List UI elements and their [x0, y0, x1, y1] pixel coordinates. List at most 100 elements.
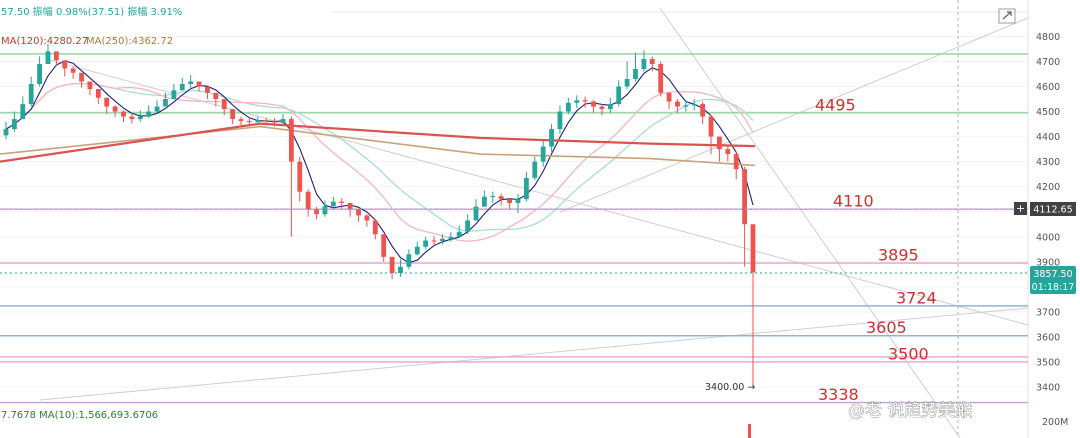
candle-body — [523, 177, 529, 200]
y-tick-label: 4200 — [1036, 182, 1060, 193]
candle-body — [414, 246, 420, 255]
expand-icon[interactable] — [998, 8, 1016, 24]
candle-body — [104, 97, 110, 107]
candle-body — [62, 60, 68, 69]
candle-body — [658, 63, 664, 93]
candle-body — [465, 220, 471, 232]
candle-body — [79, 72, 84, 82]
candle-body — [498, 196, 504, 200]
candle-body — [423, 240, 429, 247]
candle-body — [482, 196, 487, 207]
candle-body — [675, 101, 680, 107]
candle-body — [163, 99, 168, 107]
candle-body — [700, 104, 706, 117]
candle-body — [473, 206, 479, 221]
candle-body — [742, 169, 748, 225]
candle-body — [171, 90, 177, 100]
candle-body — [372, 220, 378, 235]
candle-body — [196, 81, 202, 87]
candle-body — [330, 201, 336, 207]
candle-body — [381, 234, 387, 257]
current-price-value: 3857.50 — [1033, 269, 1072, 280]
candle-body — [708, 116, 714, 137]
candle-body — [37, 63, 42, 85]
y-tick-label: 3500 — [1036, 357, 1060, 368]
candle-body — [11, 119, 17, 130]
candle-body — [255, 120, 261, 123]
candle-body — [230, 109, 236, 120]
candle-body — [490, 196, 496, 198]
ma120-line — [0, 122, 756, 163]
moving-averages — [0, 60, 756, 264]
candle-body — [305, 191, 311, 210]
candle-body — [356, 209, 361, 216]
ma-cyan-line — [5, 82, 754, 232]
y-tick-label: 4400 — [1036, 132, 1060, 143]
level-label-3500: 3500 — [888, 344, 929, 363]
candle-body — [725, 149, 731, 155]
crosshair-plus-box[interactable] — [1014, 202, 1027, 215]
crosshair-price-tag — [1030, 202, 1076, 216]
candle-body — [733, 154, 739, 170]
candle-body — [532, 161, 538, 178]
candle-body — [406, 254, 412, 267]
trendline-rising-steep — [559, 17, 1029, 213]
candle-body — [448, 236, 454, 239]
level-labels: 4495 4110 3895 3724 3605 3500 3338 — [815, 95, 937, 404]
candle-body — [599, 106, 605, 110]
candle-body — [263, 120, 269, 122]
trendline-falling — [49, 59, 1029, 326]
y-tick-label: 3400 — [1036, 383, 1060, 394]
candle-body — [179, 84, 185, 91]
ma-pink-line — [5, 82, 754, 242]
ma-fast-line — [5, 60, 754, 264]
candle-body — [398, 266, 403, 274]
candle-body — [221, 99, 227, 110]
candle-body — [20, 104, 26, 120]
candle-body — [624, 79, 630, 87]
candle-body — [507, 199, 512, 203]
header-ma250: MA(250):4362.72 — [86, 36, 173, 47]
candle-body — [633, 68, 638, 80]
candle-body — [683, 105, 689, 107]
level-label-4110: 4110 — [833, 192, 874, 211]
candle-body — [314, 209, 319, 215]
candle-body — [205, 86, 210, 93]
candle-body — [137, 116, 143, 120]
candle-body — [53, 51, 59, 61]
trendlines — [39, 7, 1029, 438]
y-tick-label: 3700 — [1036, 307, 1060, 318]
crosshair-plus-icon[interactable]: + — [1016, 202, 1025, 215]
candle-body — [112, 106, 118, 112]
candle-body — [691, 104, 697, 106]
candle-body — [146, 111, 152, 117]
volume-spike — [748, 424, 751, 438]
level-label-3338: 3338 — [818, 385, 859, 404]
candle-body — [121, 111, 126, 117]
price-axis: 3400350036003700380039004000410042004300… — [1036, 32, 1060, 394]
volume-ma-readout: 7.7678 MA(10):1,566,693.6706 — [1, 410, 158, 421]
candle-body — [616, 86, 622, 105]
y-tick-label: 3900 — [1036, 257, 1060, 268]
candle-body — [3, 129, 9, 136]
level-label-3895: 3895 — [878, 246, 919, 265]
candle-body — [129, 116, 135, 120]
candle-body — [188, 81, 194, 85]
candle-body — [297, 161, 303, 192]
y-tick-label: 4500 — [1036, 107, 1060, 118]
candle-body — [574, 100, 580, 103]
candle-body — [641, 58, 647, 69]
candle-body — [70, 68, 76, 73]
candle-body — [549, 129, 554, 147]
candle-body — [238, 119, 244, 122]
candle-body — [515, 199, 521, 203]
candle-body — [456, 231, 462, 237]
candle-body — [364, 215, 370, 221]
candlesticks — [3, 43, 756, 387]
candle-body — [649, 58, 655, 64]
candle-body — [272, 121, 277, 123]
level-label-3605: 3605 — [866, 318, 907, 337]
candle-body — [540, 146, 546, 162]
